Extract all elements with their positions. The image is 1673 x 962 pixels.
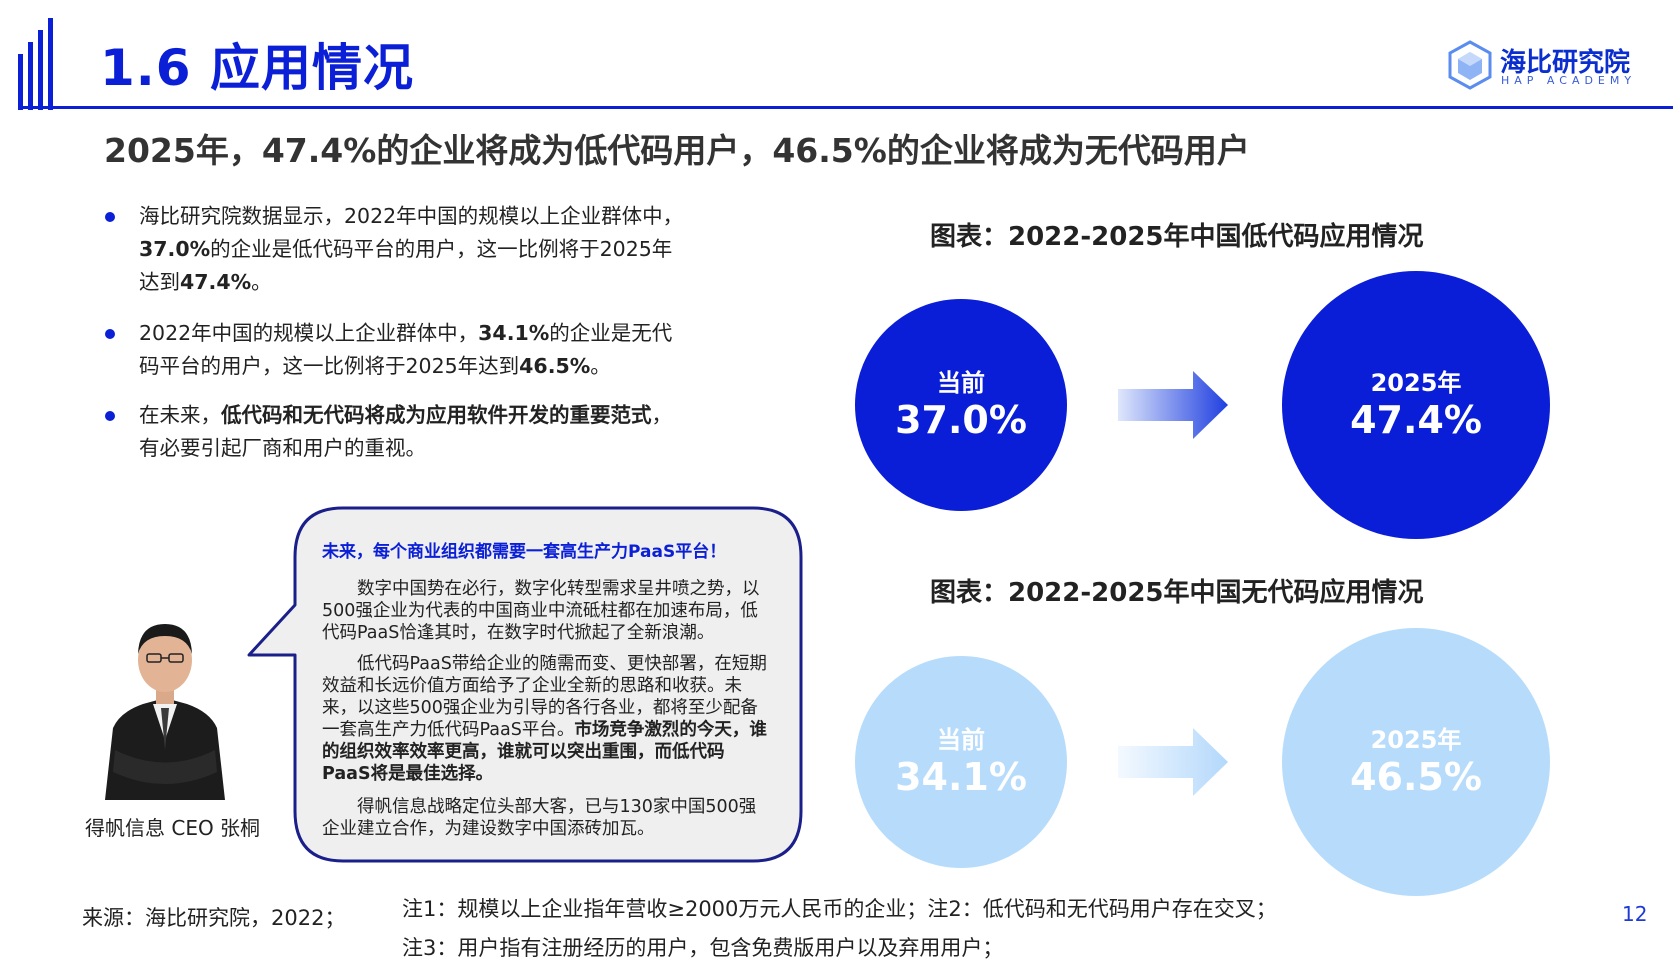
circle-value: 34.1% [895,755,1027,799]
bullet-text: 的企业是无代码平台的用户，这一比例将于2025年达到 [139,321,673,378]
circle-label: 2025年 [1370,369,1462,397]
source-note: 来源：海比研究院，2022； [82,906,346,930]
slide-headline: 2025年，47.4%的企业将成为低代码用户，46.5%的企业将成为无代码用户 [104,131,1250,170]
quote-paragraph: 低代码PaaS带给企业的随需而变、更快部署，在短期效益和长远价值方面给予了企业全… [322,653,772,785]
lowcode-current-circle: 当前 37.0% [855,299,1067,511]
quote-paragraph: 得帆信息战略定位头部大客，已与130家中国500强企业建立合作，为建设数字中国添… [322,797,757,839]
bullet-dot [105,212,115,222]
arrow-right-icon [1118,728,1228,796]
circle-value: 37.0% [895,398,1027,442]
arrow-right-icon [1118,371,1228,439]
footnote: 注3：用户指有注册经历的用户，包含免费版用户以及弃用用户； [402,936,1004,960]
hap-logo-icon [1448,40,1492,90]
bullet-dot [105,329,115,339]
person-caption: 得帆信息 CEO 张桐 [85,816,261,840]
quote-text: 低代码PaaS带给企业的随需而变、更快部署，在短期效益和长远价值方面给予了企业全… [322,654,767,740]
lowcode-2025-circle: 2025年 47.4% [1282,271,1550,539]
quote-paragraph: 数字中国势在必行，数字化转型需求呈井喷之势，以500强企业为代表的中国商业中流砥… [322,579,760,643]
nocode-2025-circle: 2025年 46.5% [1282,628,1550,896]
bullet-dot [105,411,115,421]
bullet-highlight: 37.0% [139,237,211,261]
ceo-portrait [105,624,225,800]
lowcode-chart-title: 图表：2022-2025年中国低代码应用情况 [930,222,1424,252]
circle-value: 47.4% [1350,398,1482,442]
circle-label: 当前 [937,726,985,754]
bullet-text: 的企业是低代码平台的用户，这一比例将于2025年达到 [139,237,673,294]
nocode-chart-title: 图表：2022-2025年中国无代码应用情况 [930,578,1424,608]
bullet-text: 。 [251,270,272,294]
circle-label: 当前 [937,369,985,397]
bullet-item: 海比研究院数据显示，2022年中国的规模以上企业群体中， 37.0%的企业是低代码… [105,200,685,299]
bullet-text: 在未来， [139,403,221,427]
quote-bubble [247,506,803,863]
bullet-text: 2022年中国的规模以上企业群体中， [139,321,479,345]
circle-value: 46.5% [1350,755,1482,799]
bullet-text: ，有必要引起厂商和用户的重视。 [139,403,672,460]
bullet-highlight: 46.5% [519,354,591,378]
bullet-text: 海比研究院数据显示，2022年中国的规模以上企业群体中， [139,204,684,228]
nocode-current-circle: 当前 34.1% [855,656,1067,868]
bullet-item: 2022年中国的规模以上企业群体中，34.1%的企业是无代码平台的用户，这一比例… [105,317,685,383]
header-divider [18,106,1673,109]
logo-name: 海比研究院 [1500,48,1631,78]
page-title: 1.6 应用情况 [100,39,414,97]
footnote: 注1：规模以上企业指年营收≥2000万元人民币的企业；注2：低代码和无代码用户存… [402,897,1277,921]
circle-label: 2025年 [1370,726,1462,754]
logo-subtitle: HAP ACADEMY [1501,74,1637,87]
quote-title: 未来，每个商业组织都需要一套高生产力PaaS平台！ [322,542,727,562]
bullet-highlight: 47.4% [180,270,252,294]
header-decoration-bars [18,18,53,110]
quote-highlight: 市场竞争激烈的今天，谁的组织效率效率更高，谁就可以突出重围，而低代码PaaS将是… [322,720,767,784]
bullet-highlight: 34.1% [478,321,550,345]
bullet-highlight: 低代码和无代码将成为应用软件开发的重要范式 [221,403,652,427]
bullet-text: 。 [590,354,611,378]
page-number: 12 [1622,902,1648,926]
bullet-item: 在未来，低代码和无代码将成为应用软件开发的重要范式，有必要引起厂商和用户的重视。 [105,399,685,465]
